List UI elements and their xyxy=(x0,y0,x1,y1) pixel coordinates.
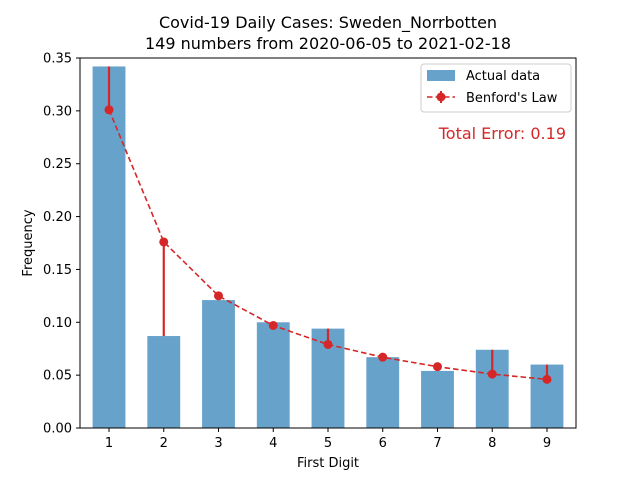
benford-point-digit-3 xyxy=(214,291,224,301)
x-tick-label: 7 xyxy=(433,436,441,451)
bar-digit-7 xyxy=(421,370,454,428)
x-tick-label: 8 xyxy=(488,436,496,451)
legend-benford-marker xyxy=(436,92,446,102)
legend-benford-label: Benford's Law xyxy=(466,91,558,106)
error-lines-group xyxy=(107,66,549,380)
x-tick-label: 9 xyxy=(543,436,551,451)
benford-point-digit-5 xyxy=(323,339,333,349)
legend-actual-label: Actual data xyxy=(466,69,540,84)
bar-digit-3 xyxy=(202,300,235,428)
y-tick-label: 0.25 xyxy=(43,157,72,172)
y-tick-label: 0.00 xyxy=(43,422,72,437)
benford-point-digit-9 xyxy=(542,374,552,384)
benford-point-digit-8 xyxy=(487,369,497,379)
x-tick-label: 4 xyxy=(269,436,277,451)
y-tick-label: 0.05 xyxy=(43,369,72,384)
benford-point-digit-1 xyxy=(104,105,114,115)
y-axis-label: Frequency xyxy=(21,209,36,276)
benford-point-digit-4 xyxy=(268,320,278,330)
y-tick-label: 0.35 xyxy=(43,52,72,67)
bar-digit-6 xyxy=(366,357,400,428)
x-tick-label: 1 xyxy=(105,436,113,451)
x-tick-label: 5 xyxy=(324,436,332,451)
x-axis: 1 2 3 4 5 6 7 8 9 xyxy=(105,428,551,451)
x-tick-label: 6 xyxy=(379,436,387,451)
benford-point-digit-2 xyxy=(159,237,169,247)
legend-box xyxy=(420,63,572,113)
total-error-annotation: Total Error: 0.19 xyxy=(438,124,566,143)
y-axis: 0.00 0.05 0.10 0.15 0.20 0.25 0.30 0.35 xyxy=(43,52,80,437)
benford-point-digit-6 xyxy=(378,352,388,362)
benford-point-digit-7 xyxy=(432,362,442,372)
legend-actual-swatch xyxy=(427,70,455,81)
bars-group xyxy=(92,66,564,428)
legend: Actual data Benford's Law xyxy=(420,63,572,113)
bar-digit-2 xyxy=(147,336,181,428)
y-tick-label: 0.10 xyxy=(43,316,72,331)
x-axis-label: First Digit xyxy=(297,456,359,471)
x-tick-label: 3 xyxy=(214,436,222,451)
bar-digit-1 xyxy=(92,66,126,428)
y-tick-label: 0.30 xyxy=(43,104,72,119)
benford-points-group xyxy=(104,105,552,384)
chart-title-line2: 149 numbers from 2020-06-05 to 2021-02-1… xyxy=(145,34,511,53)
x-tick-label: 2 xyxy=(160,436,168,451)
y-tick-label: 0.20 xyxy=(43,210,72,225)
bar-digit-4 xyxy=(256,322,290,428)
chart-title-line1: Covid-19 Daily Cases: Sweden_Norrbotten xyxy=(159,13,497,33)
y-tick-label: 0.15 xyxy=(43,263,72,278)
